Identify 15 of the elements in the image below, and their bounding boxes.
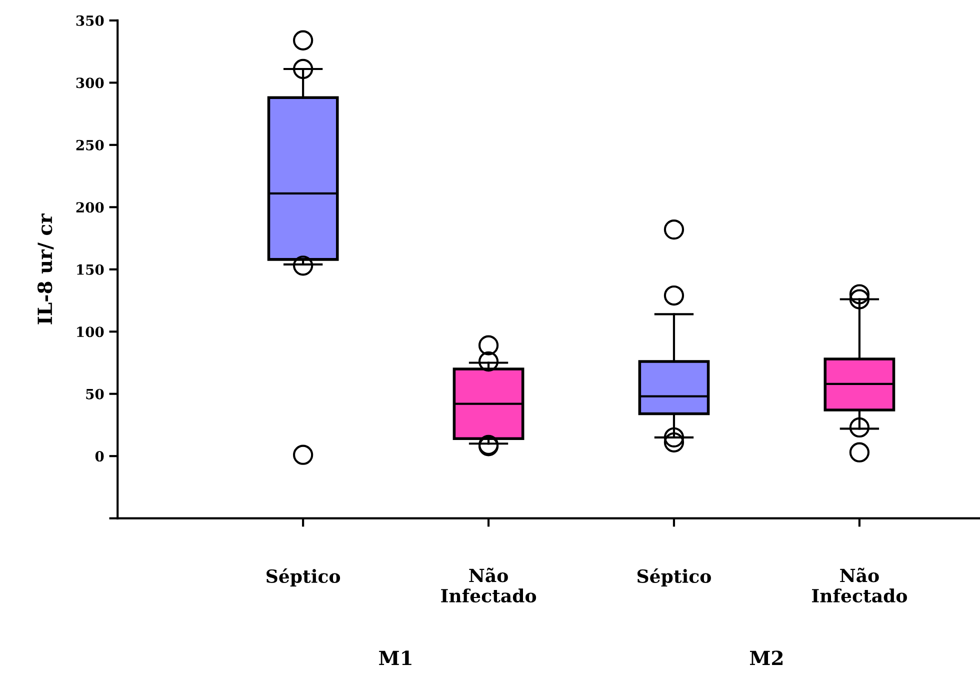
y-tick-label: 350 [76,15,104,26]
x-tick-label: Séptico [637,568,711,587]
text: M1 [379,650,412,666]
x-tick-label: Não Infectado [441,568,536,603]
y-axis-title: IL-8 ur/ cr [37,213,54,324]
x-tick-label: Séptico [266,568,340,587]
y-tick-label: 200 [76,202,104,213]
y-tick-label: 250 [76,140,104,150]
y-tick-label: 0 [95,451,104,462]
y-tick-label: 300 [76,78,104,88]
y-tick-label: 150 [77,264,104,275]
y-tick-label: 50 [86,388,104,400]
text: M2 [750,650,782,666]
y-tick-label: 100 [77,326,104,338]
x-tick-label: Não Infectado [812,568,907,603]
